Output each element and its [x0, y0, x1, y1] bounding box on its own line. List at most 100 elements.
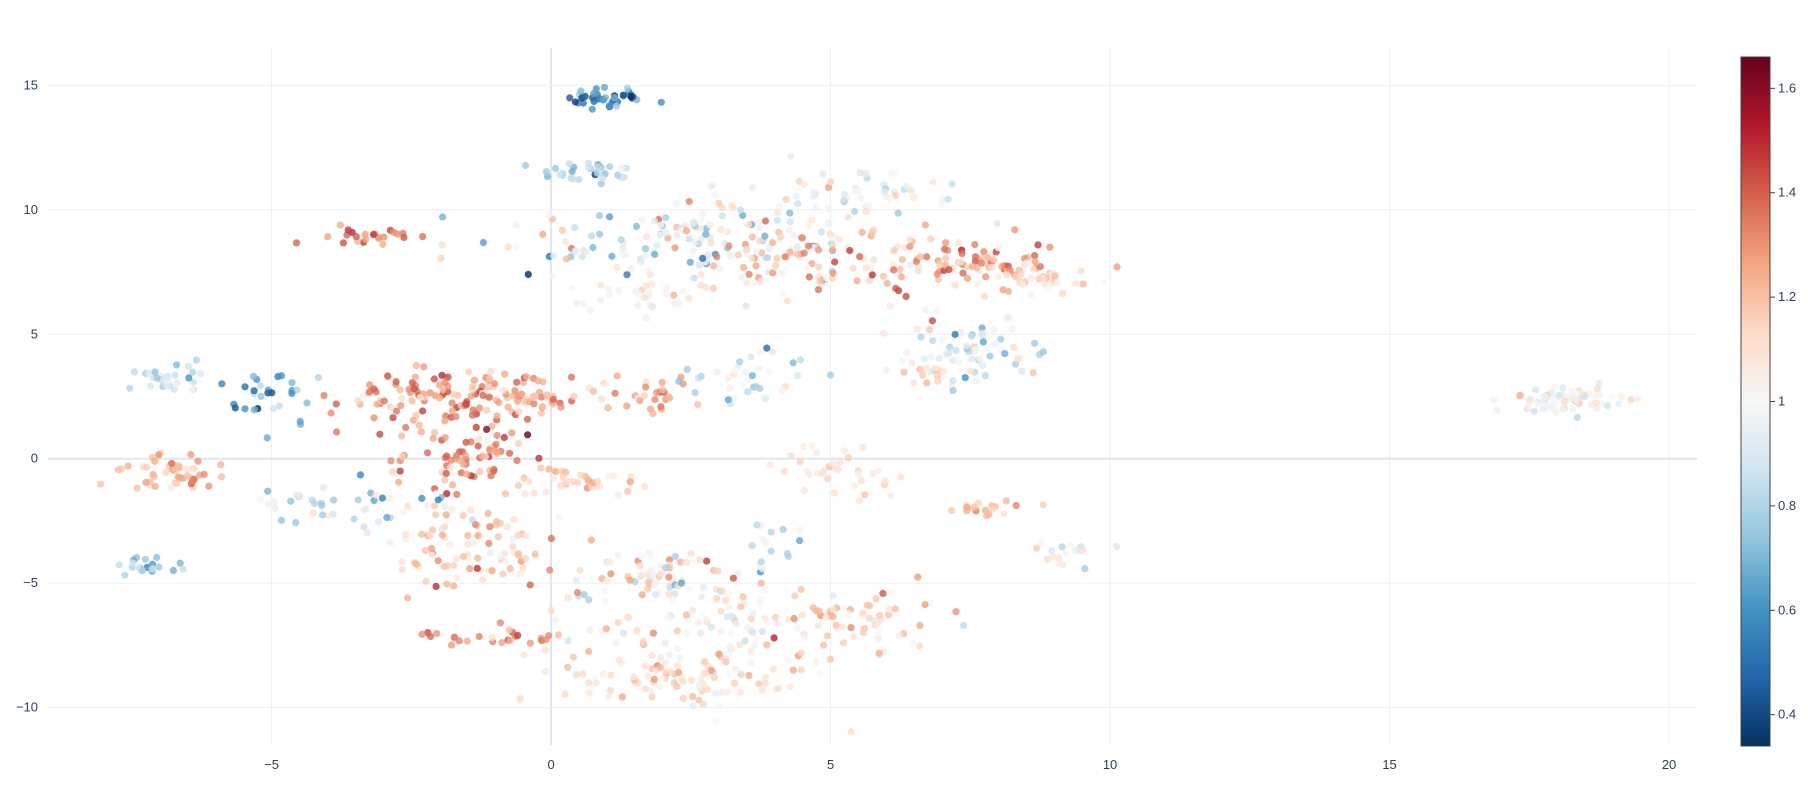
scatter-point: [539, 403, 547, 411]
scatter-point: [773, 216, 781, 224]
scatter-point: [424, 501, 432, 509]
scatter-point: [665, 590, 673, 598]
scatter-point: [249, 372, 257, 380]
scatter-point: [129, 559, 137, 567]
scatter-point: [504, 403, 512, 411]
scatter-point: [651, 250, 659, 258]
scatter-point: [395, 478, 403, 486]
scatter-point: [503, 523, 511, 531]
scatter-point: [649, 629, 658, 637]
scatter-point: [923, 379, 931, 387]
scatter-point: [605, 213, 614, 221]
scatter-point: [890, 246, 898, 255]
scatter-point: [897, 273, 906, 281]
scatter-point: [551, 467, 560, 476]
scatter-point: [736, 641, 744, 649]
scatter-point: [440, 562, 448, 571]
scatter-point: [682, 558, 690, 567]
scatter-point: [384, 372, 392, 380]
scatter-point: [370, 385, 378, 393]
scatter-point: [437, 254, 445, 262]
scatter-point: [475, 632, 483, 641]
scatter-point: [656, 663, 664, 671]
scatter-point: [713, 253, 721, 261]
scatter-point: [952, 608, 960, 616]
scatter-point: [162, 468, 170, 477]
scatter-point: [663, 284, 671, 292]
scatter-point: [149, 470, 157, 479]
scatter-point: [441, 434, 449, 442]
scatter-point: [657, 221, 665, 229]
scatter-point: [606, 558, 614, 566]
scatter-point: [707, 666, 716, 675]
scatter-point: [819, 170, 827, 178]
scatter-point: [453, 574, 461, 582]
scatter-point: [600, 379, 608, 387]
scatter-point: [1062, 549, 1070, 557]
scatter-point: [737, 670, 745, 679]
scatter-point: [472, 423, 480, 431]
scatter-point: [798, 234, 807, 242]
scatter-point: [725, 242, 733, 250]
scatter-point: [642, 383, 650, 391]
scatter-point: [624, 487, 632, 495]
scatter-point: [1008, 325, 1016, 333]
scatter-point: [546, 566, 554, 574]
scatter-point: [794, 200, 802, 208]
scatter-point: [614, 618, 622, 627]
scatter-point: [787, 452, 795, 460]
scatter-point: [957, 258, 965, 266]
scatter-point: [641, 662, 649, 670]
scatter-point: [500, 433, 508, 442]
scatter-point: [861, 624, 869, 633]
scatter-point: [855, 497, 863, 505]
scatter-point: [665, 573, 673, 581]
scatter-point: [792, 192, 801, 200]
y-tick-label: −10: [16, 700, 38, 715]
scatter-point: [586, 306, 595, 314]
scatter-point: [1037, 539, 1045, 547]
scatter-point: [1490, 396, 1498, 404]
scatter-point: [859, 609, 867, 618]
scatter-point: [752, 262, 760, 270]
scatter-point: [444, 373, 452, 381]
scatter-point: [513, 378, 521, 386]
scatter-point: [552, 616, 560, 624]
scatter-point: [689, 247, 697, 255]
scatter-point: [671, 552, 680, 561]
scatter-point: [231, 404, 239, 412]
scatter-point: [596, 230, 604, 238]
scatter-point: [443, 452, 451, 460]
scatter-point: [194, 457, 202, 465]
scatter-point: [419, 407, 427, 415]
scatter-point: [511, 387, 519, 395]
scatter-point: [713, 368, 721, 376]
scatter-point: [474, 442, 482, 450]
scatter-point: [796, 458, 804, 466]
scatter-point: [552, 164, 560, 172]
scatter-point: [772, 262, 780, 270]
scatter-point: [564, 594, 572, 602]
scatter-point: [865, 602, 874, 610]
scatter-point: [748, 372, 757, 380]
scatter-point: [703, 557, 711, 565]
scatter-point: [421, 547, 429, 555]
y-axis: −10 −5 0 5 10 15: [16, 77, 38, 714]
scatter-point: [329, 510, 337, 518]
scatter-point: [498, 639, 506, 647]
scatter-point: [895, 632, 903, 640]
scatter-point: [1031, 252, 1039, 260]
scatter-point: [611, 389, 619, 397]
scatter-point: [815, 263, 823, 271]
scatter-point: [789, 359, 797, 367]
scatter-point: [388, 468, 397, 476]
scatter-point: [162, 381, 170, 389]
scatter-point: [292, 491, 300, 499]
scatter-point: [938, 195, 947, 203]
scatter-point: [743, 279, 751, 287]
scatter-point: [648, 693, 656, 701]
scatter-point: [867, 264, 875, 272]
scatter-point: [736, 206, 745, 214]
scatter-point: [241, 405, 249, 413]
scatter-point: [449, 481, 457, 489]
